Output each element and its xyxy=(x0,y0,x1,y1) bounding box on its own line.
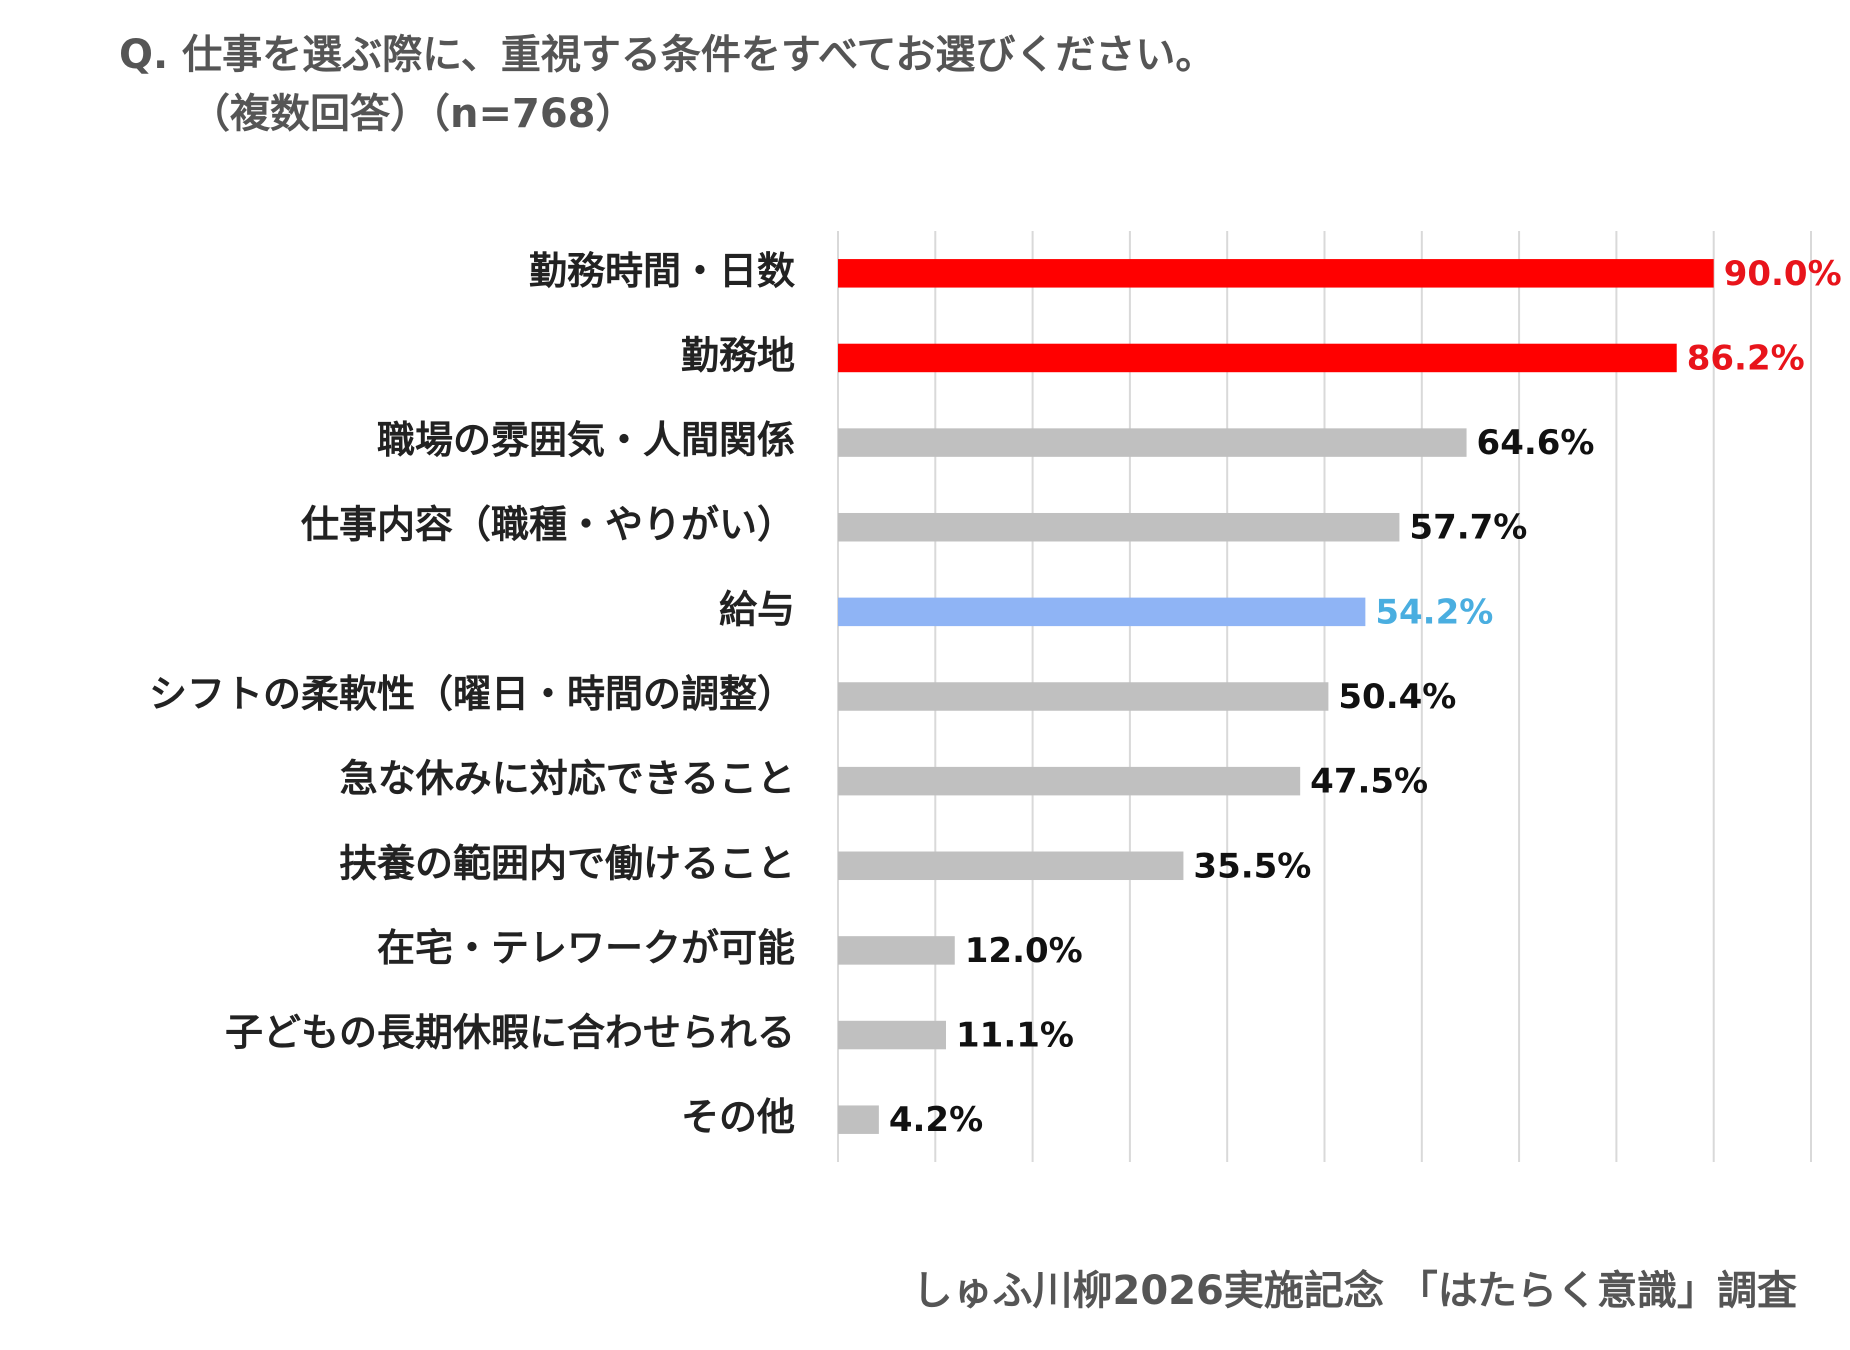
value-label: 86.2% xyxy=(1687,338,1805,378)
value-label: 90.0% xyxy=(1724,254,1842,294)
y-tick-label: 扶養の範囲内で働けること xyxy=(339,841,795,885)
bar xyxy=(838,343,1677,373)
y-tick-label: 給与 xyxy=(719,587,795,631)
y-tick-label: 勤務地 xyxy=(681,333,795,377)
y-tick-label: 子どもの長期休暇に合わせられる xyxy=(225,1011,795,1055)
bar xyxy=(838,1105,879,1134)
value-label: 57.7% xyxy=(1409,508,1527,548)
bar xyxy=(838,766,1301,796)
value-label: 47.5% xyxy=(1310,762,1428,802)
chart-source: しゅふ川柳2026実施記念 「はたらく意識」調査 xyxy=(913,1268,1797,1314)
value-label: 64.6% xyxy=(1477,423,1595,463)
bar xyxy=(838,1020,947,1050)
y-tick-label: 勤務時間・日数 xyxy=(529,249,795,293)
bar xyxy=(838,597,1366,627)
y-tick-label: その他 xyxy=(681,1095,795,1139)
chart-subtitle: （複数回答）（n=768） xyxy=(190,91,636,137)
value-label: 35.5% xyxy=(1193,846,1311,886)
bar xyxy=(838,936,955,965)
value-label: 11.1% xyxy=(956,1016,1074,1056)
value-label: 54.2% xyxy=(1375,592,1493,632)
bar xyxy=(838,428,1467,457)
y-tick-label: 在宅・テレワークが可能 xyxy=(377,926,795,970)
y-tick-label: 急な休みに対応できること xyxy=(340,757,795,801)
bar xyxy=(838,512,1400,542)
bar xyxy=(838,851,1184,881)
value-label: 4.2% xyxy=(889,1100,983,1140)
chart-title: Q. 仕事を選ぶ際に、重視する条件をすべてお選びください。 xyxy=(119,32,1215,78)
y-tick-label: シフトの柔軟性（曜日・時間の調整） xyxy=(149,672,795,716)
value-label: 12.0% xyxy=(965,931,1083,971)
y-tick-label: 職場の雰囲気・人間関係 xyxy=(377,418,795,462)
y-tick-label: 仕事内容（職種・やりがい） xyxy=(301,503,795,547)
bar xyxy=(838,682,1329,711)
bar xyxy=(838,259,1714,288)
value-label: 50.4% xyxy=(1338,677,1456,717)
